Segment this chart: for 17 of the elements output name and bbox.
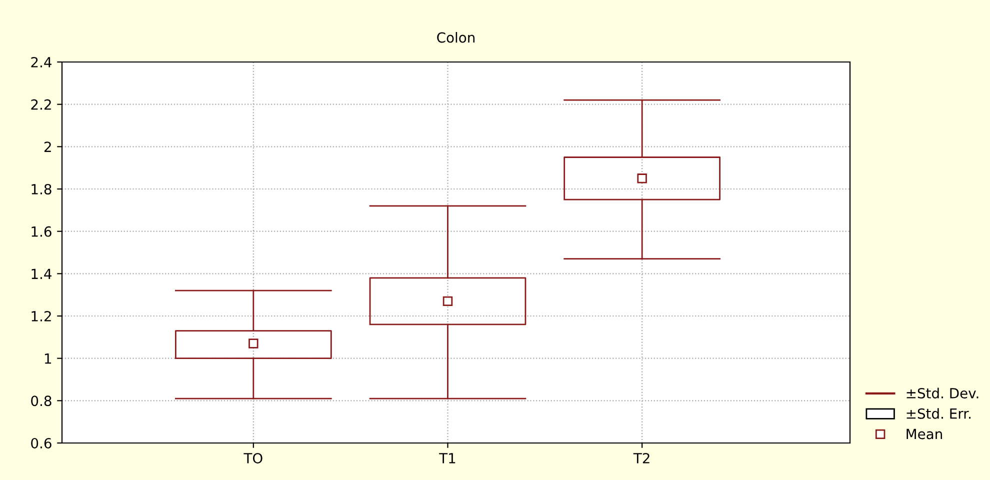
y-tick-label: 0.6 [31,438,52,448]
y-tick-label: 1.8 [32,184,52,194]
text: ±Std. Dev. [906,388,978,398]
x-tick-label: T1 [439,453,456,464]
y-tick-label: 1.4 [32,268,52,279]
y-tick-label: 2 [44,142,51,152]
x-tick-label: T2 [633,452,650,464]
y-tick-label: 1.6 [32,226,52,237]
y-tick-label: 1.2 [32,310,51,322]
text: Mean [906,428,942,440]
y-tick-label: 1 [44,353,51,364]
x-tick-label: TO [244,452,262,464]
chart-title: Colon [437,32,474,43]
y-tick-label: 0.8 [31,396,52,406]
y-tick-label: 2.4 [31,56,52,68]
y-tick-label: 2.2 [31,99,51,110]
text: ±Std. Err. [906,408,970,419]
